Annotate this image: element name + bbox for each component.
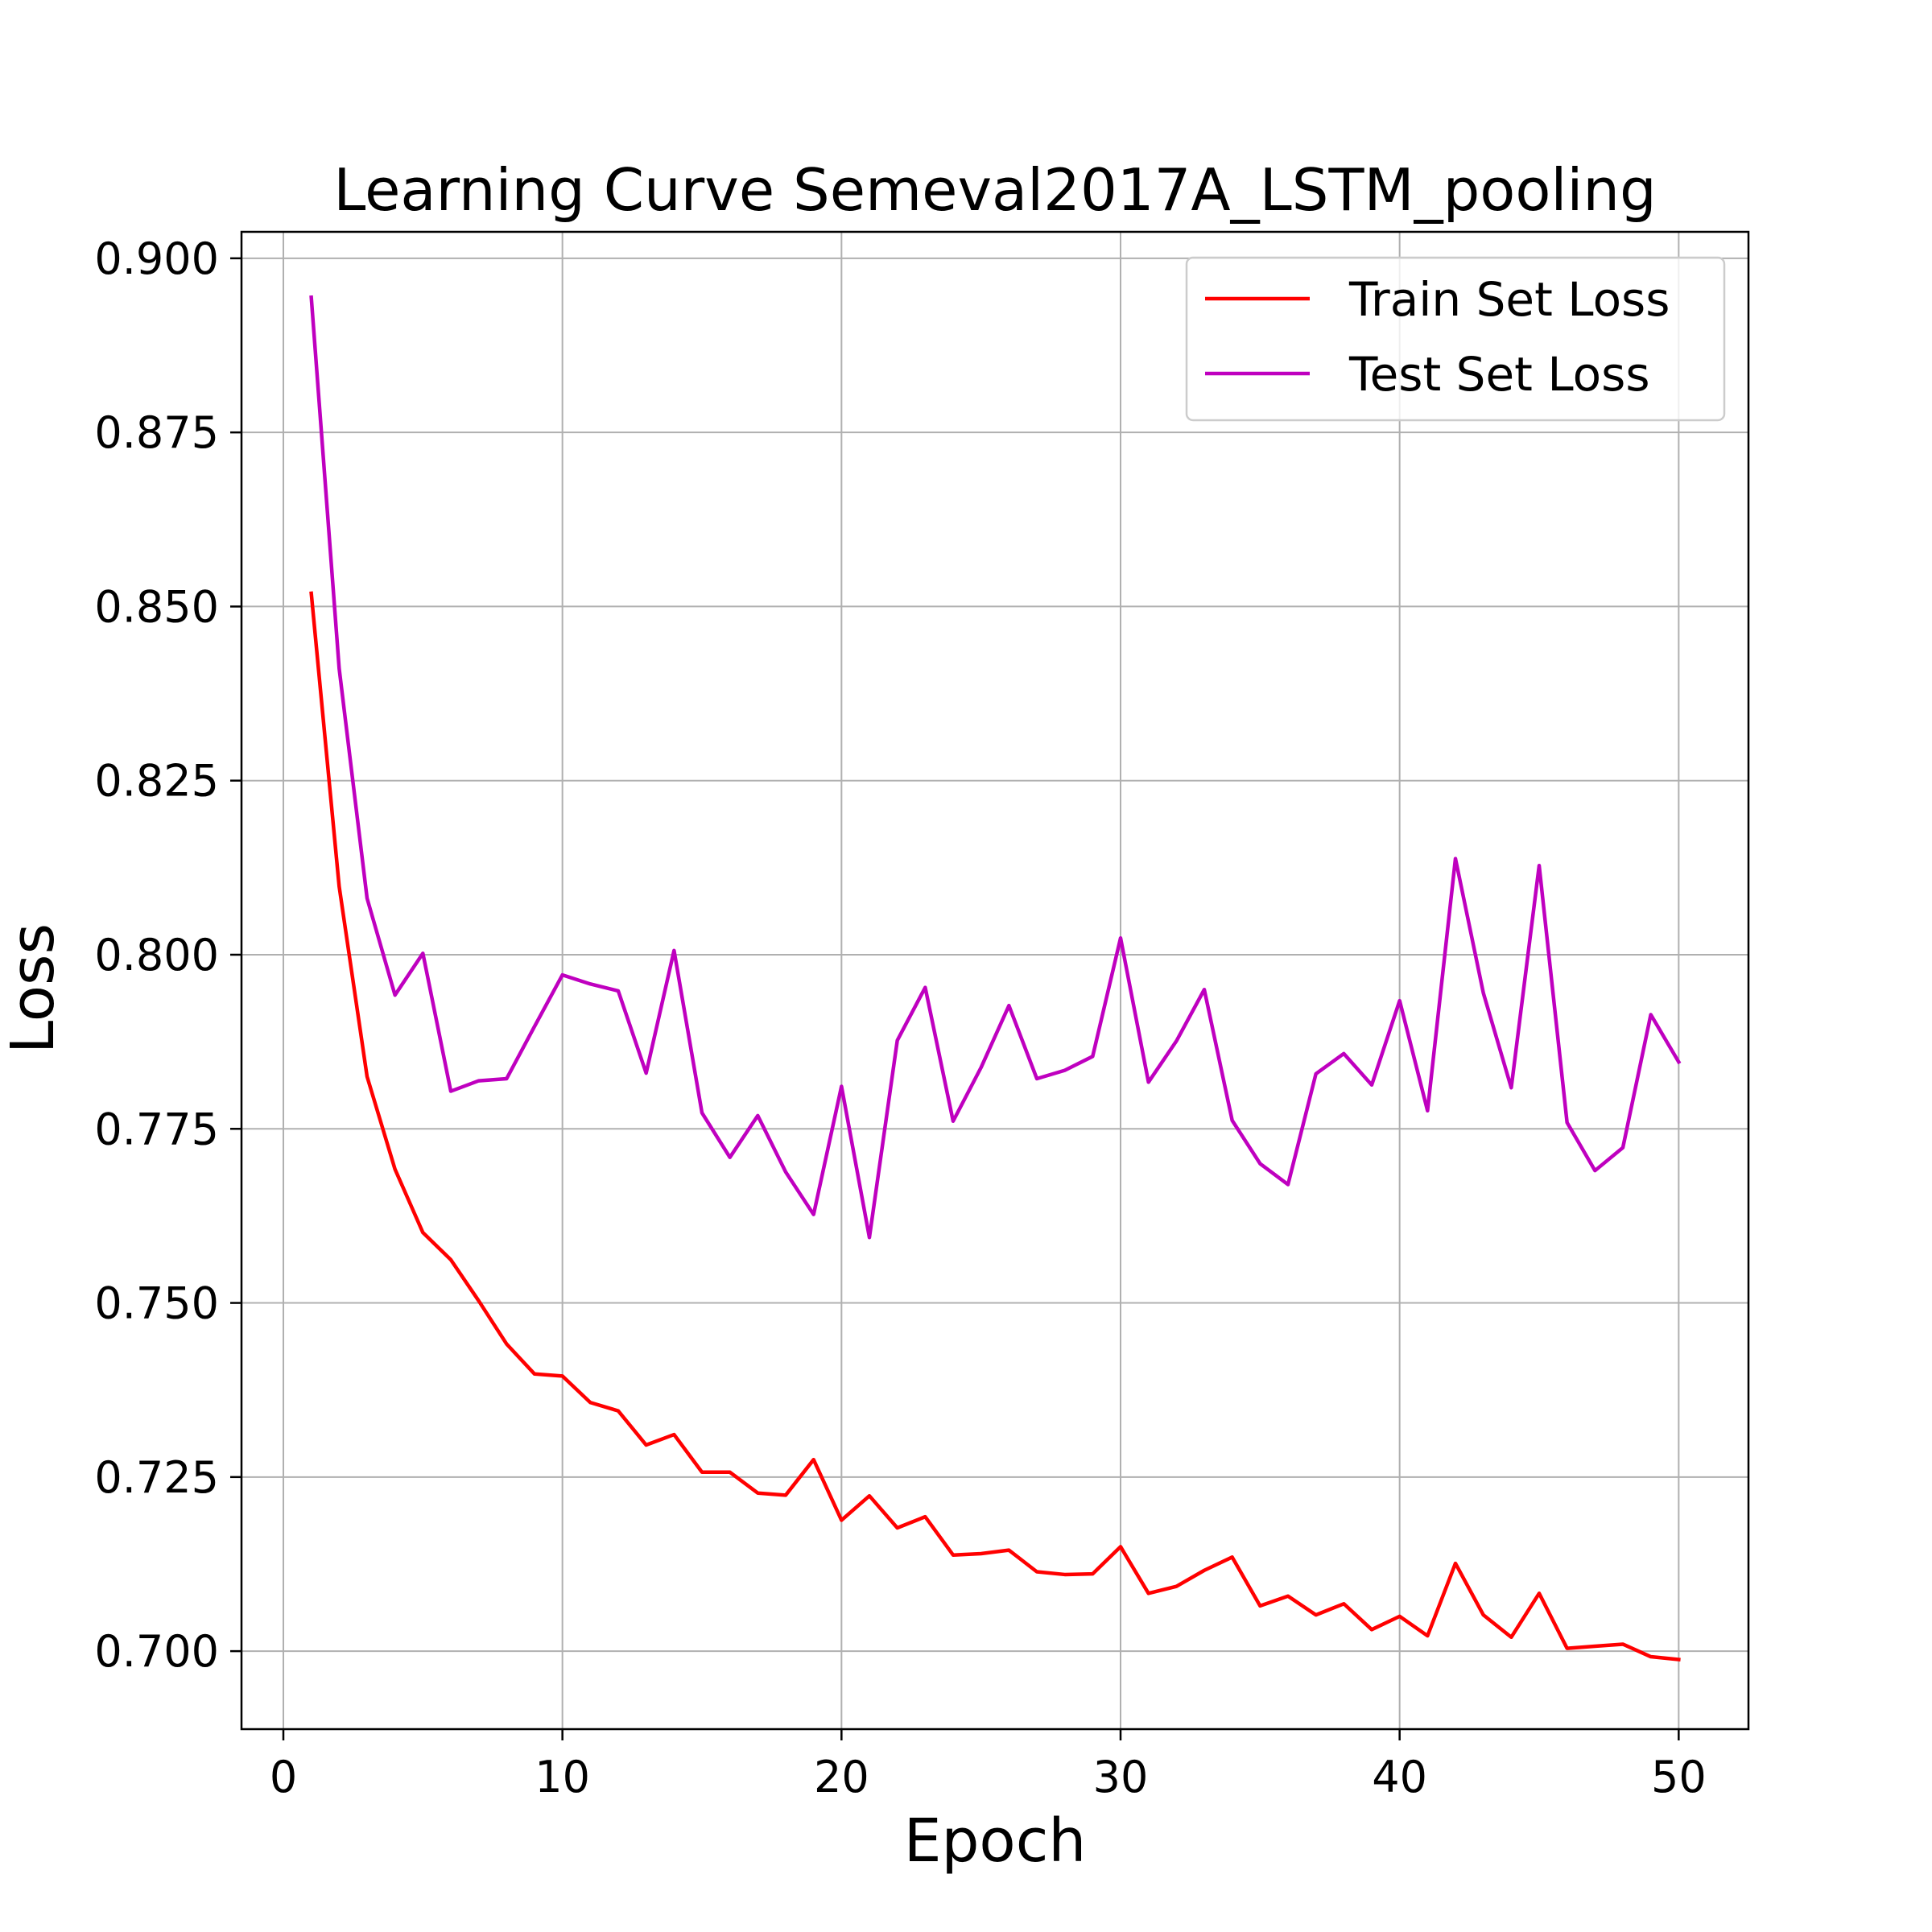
y-tick-label: 0.875 — [94, 407, 219, 458]
chart-title: Learning Curve Semeval2017A_LSTM_pooling — [333, 156, 1656, 224]
y-tick-label: 0.825 — [94, 756, 219, 807]
y-tick-label: 0.850 — [94, 581, 219, 632]
legend: Train Set Loss Test Set Loss — [1185, 256, 1726, 422]
series-layer — [309, 295, 1682, 1662]
y-tick-label: 0.800 — [94, 930, 219, 980]
legend-box — [1185, 256, 1726, 422]
x-tick-label: 20 — [814, 1752, 869, 1802]
y-axis-title: Loss — [0, 923, 68, 1054]
x-tick-label: 0 — [270, 1752, 297, 1802]
ticks: 0 10 20 30 40 50 0.700 0.725 0.750 0.775 0.800 0.82… — [94, 233, 1706, 1802]
plot-frame — [240, 230, 1750, 1731]
y-tick-label: 0.725 — [94, 1452, 219, 1503]
train-loss-line — [309, 591, 1681, 1662]
x-tick-label: 50 — [1651, 1752, 1707, 1802]
legend-label-test: Test Set Loss — [1348, 347, 1650, 402]
legend-label-train: Train Set Loss — [1348, 272, 1670, 327]
x-tick-label: 40 — [1372, 1752, 1427, 1802]
y-tick-label: 0.700 — [94, 1626, 219, 1677]
grid — [242, 232, 1748, 1729]
x-tick-label: 10 — [535, 1752, 590, 1802]
x-axis-title: Epoch — [904, 1806, 1087, 1876]
y-tick-label: 0.775 — [94, 1104, 219, 1154]
x-tick-label: 30 — [1093, 1752, 1149, 1802]
y-tick-label: 0.750 — [94, 1278, 219, 1329]
test-loss-line — [309, 295, 1682, 1240]
y-tick-label: 0.900 — [94, 233, 219, 284]
